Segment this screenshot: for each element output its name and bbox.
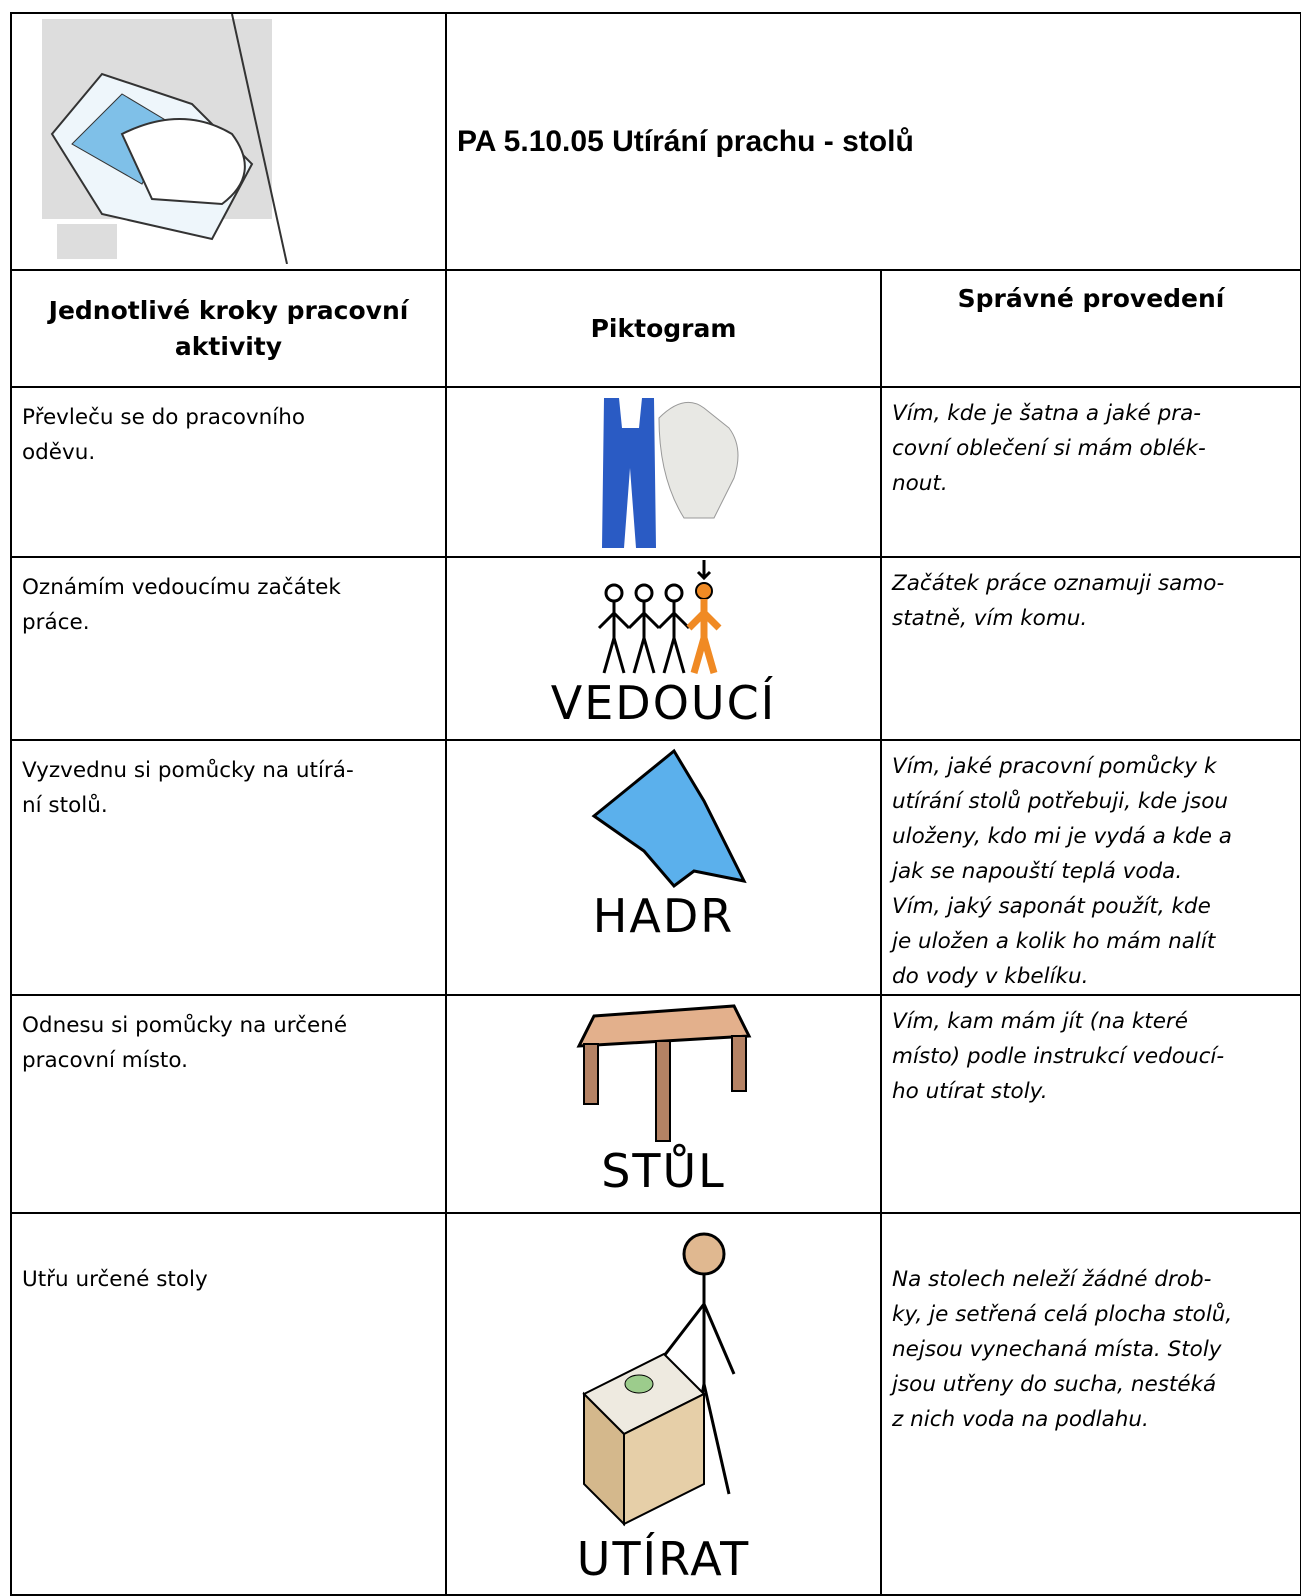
- step-row: Odnesu si pomůcky na určené pracovní mís…: [10, 994, 1301, 1214]
- step-row: Převleču se do pracovního oděvu. Vím, kd…: [10, 386, 1301, 558]
- pictogram-cell: [445, 386, 882, 558]
- pictogram-label: VEDOUCÍ: [550, 676, 777, 730]
- column-header: Jednotlivé kroky pracovní aktivity: [10, 269, 447, 388]
- document-title: PA 5.10.05 Utírání prachu - stolů: [444, 12, 1301, 271]
- pictogram-label: UTÍRAT: [576, 1532, 751, 1586]
- header-image-cell: [10, 12, 447, 271]
- page: PA 5.10.05 Utírání prachu - stolů Jednot…: [10, 12, 1301, 1596]
- pictogram-cell: UTÍRAT: [445, 1212, 882, 1596]
- pictogram-label: HADR: [592, 889, 735, 943]
- activity-table: PA 5.10.05 Utírání prachu - stolů Jednot…: [10, 12, 1301, 1596]
- column-header: Správné provedení: [879, 269, 1301, 388]
- column-header-row: Jednotlivé kroky pracovní aktivity Pikto…: [10, 269, 1301, 388]
- pictogram-cloth: [591, 748, 747, 889]
- step-row: Vyzvednu si pomůcky na utírá- ní stolů. …: [10, 739, 1301, 996]
- description-text: Na stolech neleží žádné drob- ky, je set…: [879, 1212, 1301, 1596]
- header-row: PA 5.10.05 Utírání prachu - stolů: [10, 12, 1301, 271]
- pictogram-leader: [597, 560, 721, 674]
- column-header: Piktogram: [445, 269, 882, 388]
- pictogram-cell: STŮL: [445, 994, 882, 1214]
- step-text: Převleču se do pracovního oděvu.: [10, 386, 447, 558]
- description-text: Vím, kam mám jít (na které místo) podle …: [879, 994, 1301, 1214]
- pictogram-label: STŮL: [601, 1144, 726, 1198]
- step-text: Vyzvednu si pomůcky na utírá- ní stolů.: [10, 739, 447, 996]
- pictogram-wiping: [581, 1232, 735, 1527]
- pictogram-cell: HADR: [445, 739, 882, 996]
- description-text: Vím, jaké pracovní pomůcky k utírání sto…: [879, 739, 1301, 996]
- pictogram-clothes: [601, 398, 738, 548]
- step-text: Utřu určené stoly: [10, 1212, 447, 1596]
- step-row: Utřu určené stoly UTÍRAT Na stolech nele…: [10, 1212, 1301, 1596]
- step-row: Oznámím vedoucímu začátek práce. VEDOUCÍ…: [10, 556, 1301, 741]
- header-illustration: [42, 13, 288, 265]
- pictogram-cell: VEDOUCÍ: [445, 556, 882, 741]
- description-text: Vím, kde je šatna a jaké pra- covní oble…: [879, 386, 1301, 558]
- step-text: Oznámím vedoucímu začátek práce.: [10, 556, 447, 741]
- pictogram-table: [575, 1004, 751, 1142]
- step-text: Odnesu si pomůcky na určené pracovní mís…: [10, 994, 447, 1214]
- description-text: Začátek práce oznamuji samo- statně, vím…: [879, 556, 1301, 741]
